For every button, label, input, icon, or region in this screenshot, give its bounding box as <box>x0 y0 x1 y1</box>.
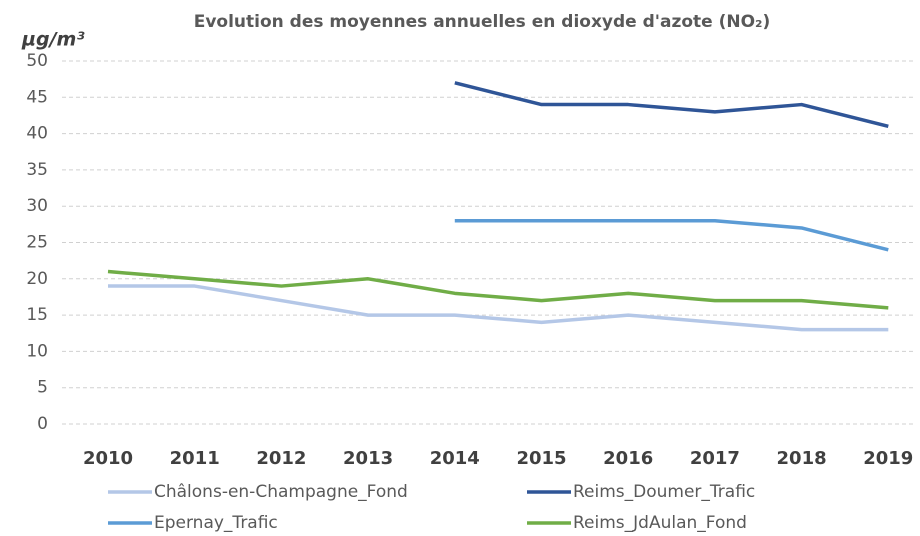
y-tick-label: 35 <box>26 160 48 180</box>
legend-label: Reims_Doumer_Trafic <box>573 482 755 502</box>
x-tick-label: 2015 <box>516 448 566 469</box>
y-tick-label: 40 <box>26 124 48 144</box>
y-tick-label: 45 <box>26 87 48 107</box>
legend-label: Epernay_Trafic <box>154 513 278 533</box>
x-tick-label: 2010 <box>83 448 133 469</box>
x-tick-label: 2013 <box>343 448 393 469</box>
x-tick-label: 2017 <box>690 448 740 469</box>
x-tick-label: 2012 <box>256 448 306 469</box>
x-tick-label: 2014 <box>430 448 480 469</box>
y-tick-label: 15 <box>26 305 48 325</box>
series-line <box>454 218 889 252</box>
series-line <box>107 269 889 310</box>
y-tick-label: 25 <box>26 233 48 253</box>
chart-title: Evolution des moyennes annuelles en diox… <box>194 12 771 32</box>
y-tick-label: 5 <box>37 378 48 398</box>
y-tick-label: 10 <box>26 341 48 361</box>
series-line <box>454 81 889 129</box>
y-tick-label: 30 <box>26 196 48 216</box>
x-tick-label: 2019 <box>863 448 913 469</box>
x-tick-label: 2018 <box>777 448 827 469</box>
y-axis-label: µg/m³ <box>21 29 85 51</box>
legend-label: Châlons-en-Champagne_Fond <box>154 482 408 502</box>
y-tick-label: 0 <box>37 414 48 434</box>
x-tick-label: 2011 <box>170 448 220 469</box>
x-tick-label: 2016 <box>603 448 653 469</box>
legend-label: Reims_JdAulan_Fond <box>573 513 747 533</box>
y-tick-label: 50 <box>26 51 48 71</box>
y-tick-label: 20 <box>26 269 48 289</box>
series-line <box>108 284 889 332</box>
